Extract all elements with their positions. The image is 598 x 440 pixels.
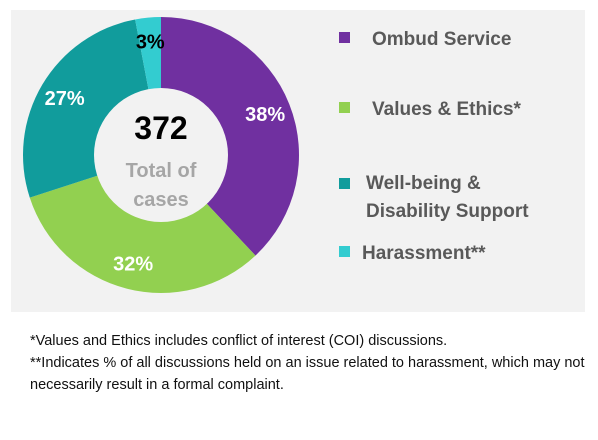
legend-label-well-being: Well-being & Disability Support xyxy=(366,173,529,222)
legend-swatch-well-being xyxy=(339,178,350,189)
slice-label-values-ethics: 32% xyxy=(113,253,153,275)
slice-label-harassment: 3% xyxy=(136,32,165,54)
slice-values-ethics xyxy=(29,155,256,293)
slice-label-well-being-disability-support: 27% xyxy=(45,88,85,110)
legend-item-harassment: Harassment** xyxy=(339,240,486,268)
chart-panel: 38% 32% 27% 3% 372 Total of cases Ombud Ser… xyxy=(11,10,585,312)
legend-swatch-values-ethics xyxy=(339,102,350,113)
slice-label-ombud-service: 38% xyxy=(245,104,285,126)
center-total: 372 xyxy=(134,110,187,146)
legend: Ombud Service Values & Ethics* Well-bein… xyxy=(329,10,585,312)
footnote-harassment: **Indicates % of all discussions held on… xyxy=(30,355,585,393)
legend-label-ombud-service: Ombud Service xyxy=(372,29,512,50)
legend-label-values-ethics: Values & Ethics* xyxy=(372,99,521,120)
donut-chart: 38% 32% 27% 3% 372 Total of cases xyxy=(22,17,299,293)
legend-swatch-ombud-service xyxy=(339,32,350,43)
slice-ombud-service xyxy=(161,17,299,256)
legend-label-harassment: Harassment** xyxy=(362,243,486,264)
footnote-values-ethics: *Values and Ethics includes conflict of … xyxy=(30,333,448,349)
donut-slice-labels: 38% 32% 27% 3% xyxy=(45,32,286,276)
center-caption-line2: cases xyxy=(133,189,189,211)
legend-item-ombud-service: Ombud Service xyxy=(339,26,511,54)
center-caption-line1: Total of xyxy=(126,160,197,182)
footnotes: *Values and Ethics includes conflict of … xyxy=(30,330,590,396)
legend-item-values-ethics: Values & Ethics* xyxy=(339,96,521,124)
legend-swatch-harassment xyxy=(339,246,350,257)
legend-item-well-being: Well-being & Disability Support xyxy=(339,170,566,226)
donut-hole xyxy=(94,88,228,222)
